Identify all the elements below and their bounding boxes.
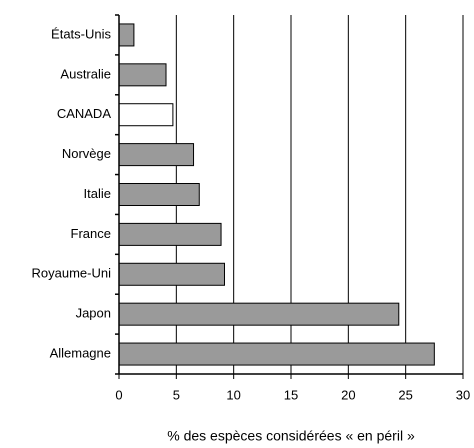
x-tick-label: 5 [173, 387, 180, 402]
y-tick-label: États-Unis [51, 26, 111, 41]
bar [118, 342, 435, 366]
y-tick-label: France [71, 226, 111, 241]
x-tick-label: 25 [398, 387, 412, 402]
bar [118, 103, 174, 127]
bar [118, 302, 400, 326]
y-tick-label: Allemagne [50, 345, 111, 360]
x-tick-label: 10 [226, 387, 240, 402]
x-axis-label: % des espèces considérées « en péril » [167, 428, 415, 444]
y-tick-label: Italie [84, 186, 111, 201]
x-tick-label: 30 [456, 387, 470, 402]
bar [118, 23, 135, 47]
x-tick-label: 0 [115, 387, 122, 402]
bar [118, 63, 167, 87]
y-tick-label: Japon [76, 306, 111, 321]
x-tick-label: 20 [341, 387, 355, 402]
y-tick-label: Norvège [62, 146, 111, 161]
y-tick-label: Australie [60, 66, 111, 81]
y-tick-label: Royaume-Uni [32, 266, 112, 281]
bar [118, 262, 225, 286]
bar [118, 222, 222, 246]
bar [118, 183, 200, 206]
y-tick-label: CANADA [57, 106, 112, 121]
bar [118, 143, 195, 167]
x-tick-label: 15 [284, 387, 298, 402]
